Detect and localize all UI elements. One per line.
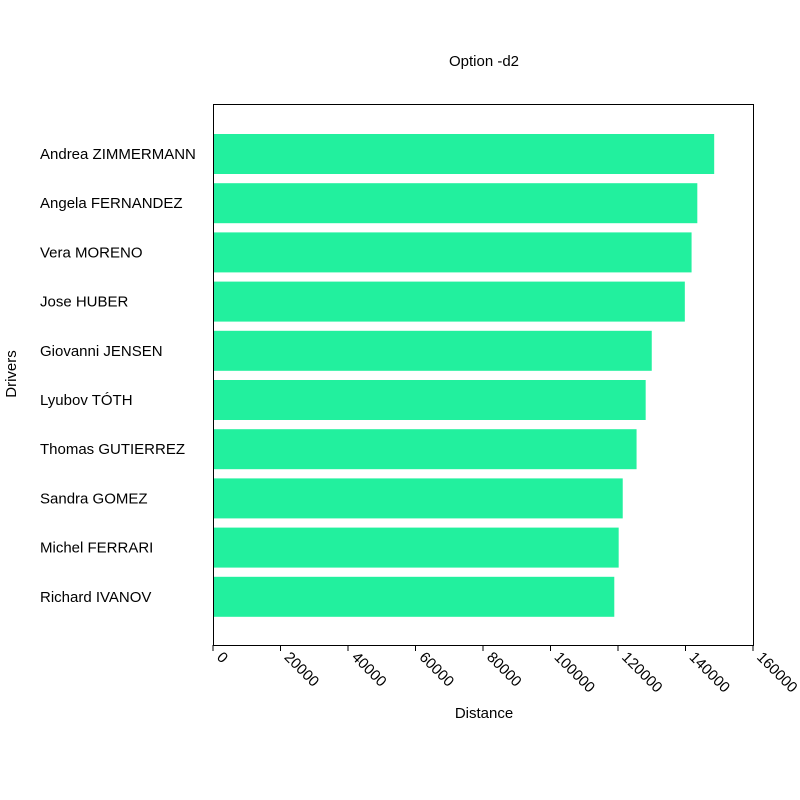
x-tick-label: 0 [213, 649, 231, 667]
y-tick-label: Sandra GOMEZ [40, 490, 148, 507]
y-tick-label: Giovanni JENSEN [40, 343, 163, 360]
y-tick-labels: Andrea ZIMMERMANN Angela FERNANDEZ Vera MO… [40, 146, 196, 606]
bar [213, 330, 652, 371]
chart-title: Option -d2 [449, 53, 519, 70]
y-tick-label: Thomas GUTIERREZ [40, 441, 185, 458]
x-tick-label: 160000 [753, 649, 800, 696]
x-tick-label: 120000 [618, 649, 665, 696]
y-tick-label: Michel FERRARI [40, 540, 153, 557]
y-tick-label: Vera MORENO [40, 244, 143, 261]
x-tick-label: 100000 [551, 649, 598, 696]
y-tick-label: Richard IVANOV [40, 589, 151, 606]
x-tick-label: 140000 [686, 649, 733, 696]
x-tick-label: 60000 [416, 649, 458, 691]
x-axis-ticks: 0 20000 40000 60000 80000 100000 120000 140000 1… [212, 645, 800, 696]
x-axis-label: Distance [455, 705, 513, 722]
bar [213, 576, 615, 617]
bar [213, 281, 685, 322]
bar [213, 232, 692, 273]
y-axis-label: Drivers [3, 350, 20, 398]
x-tick-label: 80000 [483, 649, 525, 691]
bar [213, 429, 637, 470]
bar [213, 527, 619, 568]
x-tick-label: 20000 [281, 649, 323, 691]
bars-group [213, 134, 715, 617]
bar [213, 478, 623, 519]
y-tick-label: Andrea ZIMMERMANN [40, 146, 196, 163]
bar [213, 183, 698, 224]
bar [213, 380, 646, 420]
bar [213, 134, 715, 174]
y-tick-label: Jose HUBER [40, 294, 129, 311]
y-tick-label: Lyubov TÓTH [40, 392, 133, 409]
x-tick-label: 40000 [348, 649, 390, 691]
y-tick-label: Angela FERNANDEZ [40, 195, 183, 212]
